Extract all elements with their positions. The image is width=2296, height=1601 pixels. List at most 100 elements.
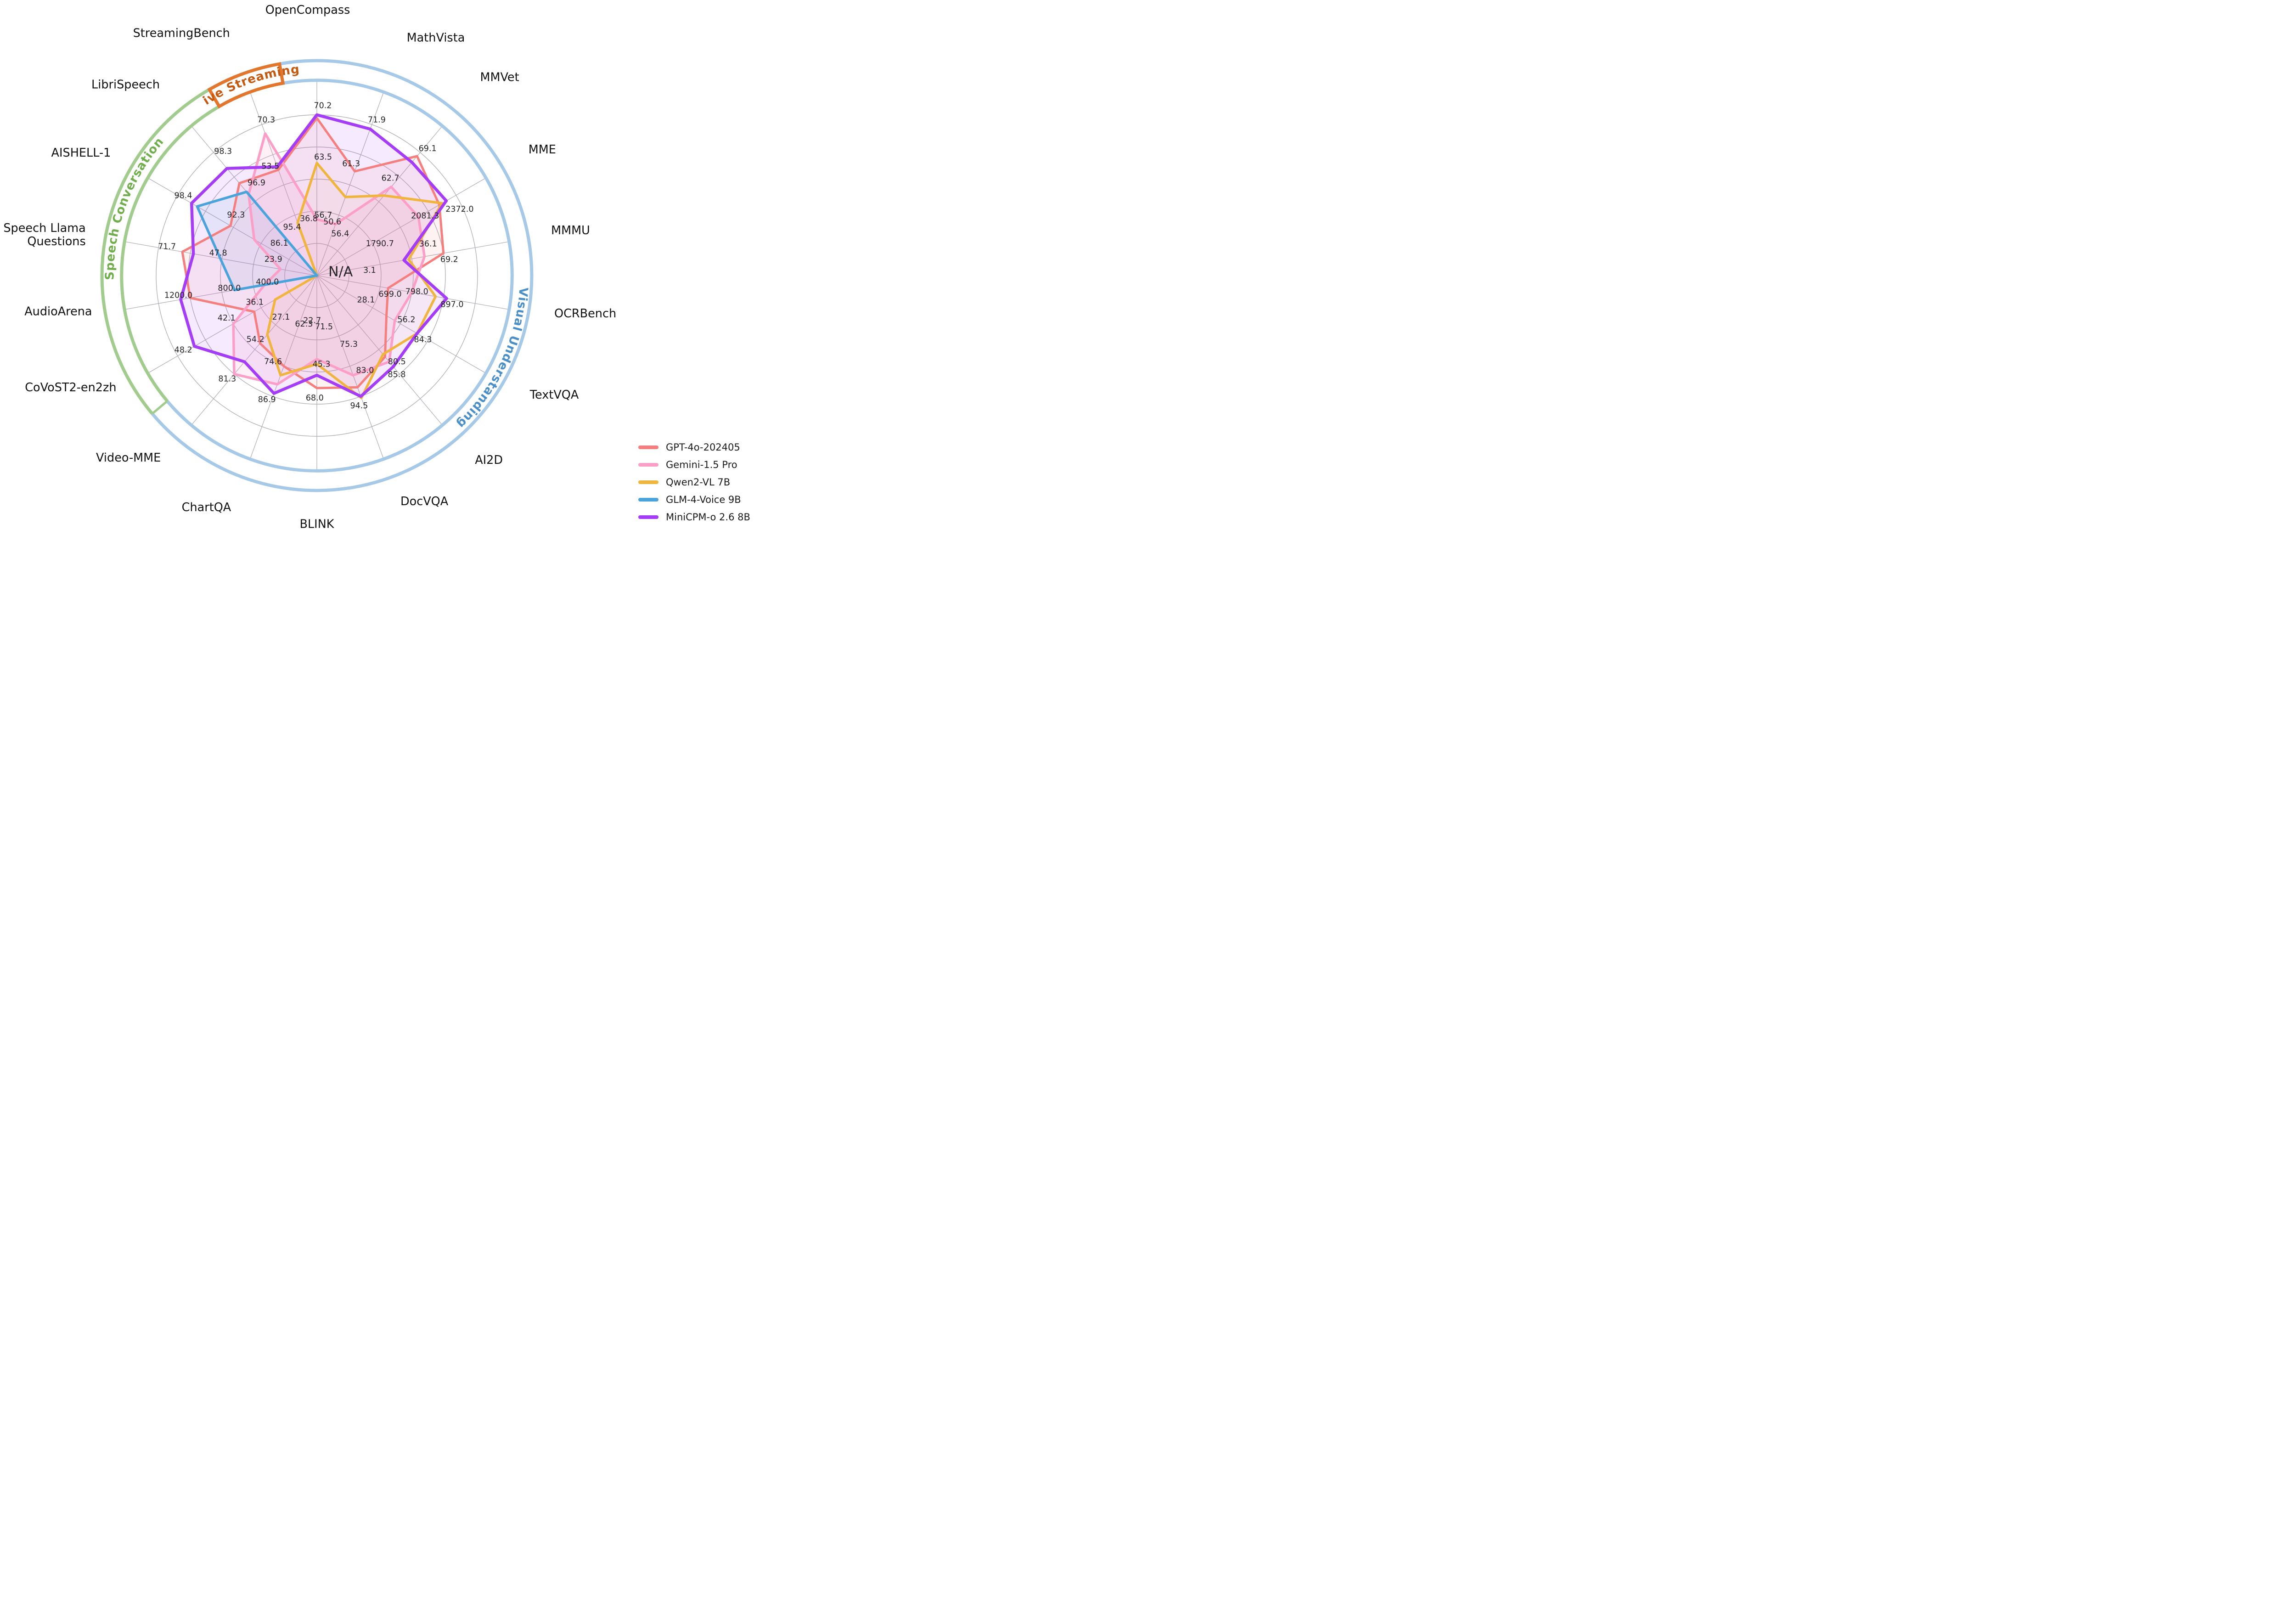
legend-item: GPT-4o-202405 bbox=[638, 442, 750, 453]
group-band-live bbox=[207, 62, 285, 109]
value-label: 71.9 bbox=[368, 115, 386, 124]
grid-spoke bbox=[316, 275, 384, 459]
value-label: 85.8 bbox=[388, 370, 406, 379]
legend: GPT-4o-202405 Gemini-1.5 Pro Qwen2-VL 7B… bbox=[638, 442, 750, 523]
value-label: 400.0 bbox=[256, 277, 279, 287]
legend-item: MiniCPM-o 2.6 8B bbox=[638, 512, 750, 523]
grid-spoke bbox=[316, 275, 443, 426]
value-label: 699.0 bbox=[379, 290, 402, 299]
value-label: 36.8 bbox=[300, 214, 318, 223]
series-fill-gemini-1-5-pro bbox=[233, 133, 425, 384]
value-label: 70.3 bbox=[257, 116, 275, 125]
value-label: 50.6 bbox=[323, 217, 341, 226]
value-label: 2372.0 bbox=[445, 205, 473, 214]
center-na-label: N/A bbox=[328, 264, 353, 280]
axis-label-chartqa: ChartQA bbox=[182, 501, 231, 514]
value-label: 1790.7 bbox=[366, 239, 394, 248]
value-label: 2081.3 bbox=[411, 211, 439, 220]
value-label: 69.2 bbox=[440, 255, 458, 265]
value-label: 98.4 bbox=[174, 191, 192, 200]
value-label: 48.2 bbox=[174, 345, 192, 355]
grid-ring bbox=[220, 179, 414, 372]
value-label: 56.7 bbox=[314, 211, 332, 220]
value-label: 92.3 bbox=[227, 210, 245, 220]
legend-swatch-gemini bbox=[638, 463, 658, 467]
axis-label-mme: MME bbox=[529, 143, 556, 157]
value-label: 1200.0 bbox=[164, 291, 192, 300]
legend-swatch-glm-4-voice bbox=[638, 498, 658, 502]
grid-spoke bbox=[249, 275, 317, 459]
value-label: 71.5 bbox=[315, 322, 333, 332]
value-label: 3.1 bbox=[363, 266, 376, 275]
value-label: 45.3 bbox=[313, 360, 331, 369]
group-band-speech-inner-arc bbox=[120, 105, 220, 402]
value-label: 27.1 bbox=[272, 313, 290, 322]
value-label: 75.3 bbox=[340, 340, 358, 349]
value-label: 61.3 bbox=[342, 159, 360, 169]
legend-item: Gemini-1.5 Pro bbox=[638, 459, 750, 470]
legend-label: GLM-4-Voice 9B bbox=[666, 494, 741, 505]
grid-spoke bbox=[316, 92, 384, 276]
value-label: 80.5 bbox=[388, 357, 406, 366]
axis-label-streamingbench: StreamingBench bbox=[133, 26, 230, 40]
value-label: 96.9 bbox=[248, 179, 265, 188]
axis-label-ocrbench: OCRBench bbox=[554, 307, 616, 321]
value-label: 98.3 bbox=[214, 147, 232, 156]
value-label: 36.1 bbox=[246, 298, 264, 307]
grid-spoke bbox=[316, 241, 509, 276]
value-label: 47.8 bbox=[209, 249, 227, 258]
legend-label: MiniCPM-o 2.6 8B bbox=[666, 511, 750, 523]
value-label: 42.1 bbox=[218, 314, 236, 323]
value-label: 69.1 bbox=[419, 144, 437, 153]
axis-label-mmvet: MMVet bbox=[480, 70, 519, 84]
axis-label-docvqa: DocVQA bbox=[400, 495, 449, 508]
legend-item: GLM-4-Voice 9B bbox=[638, 494, 750, 505]
series-polygon-minicpm-o-2-6-8b bbox=[179, 113, 448, 398]
legend-swatch-gpt-4o bbox=[638, 445, 658, 449]
legend-label: Qwen2-VL 7B bbox=[666, 476, 731, 488]
legend-item: Qwen2-VL 7B bbox=[638, 477, 750, 488]
grid-spoke bbox=[147, 177, 317, 276]
series-polygon-qwen2-vl-7b bbox=[266, 162, 444, 400]
group-band-visual-inner-arc bbox=[166, 79, 514, 473]
value-label: 86.9 bbox=[258, 395, 276, 404]
value-label: 54.2 bbox=[247, 335, 264, 344]
axis-label-opencompass: OpenCompass bbox=[265, 3, 350, 17]
value-label: 53.5 bbox=[261, 162, 279, 171]
legend-swatch-minicpm-o bbox=[638, 515, 658, 519]
grid-ring bbox=[284, 243, 349, 308]
series-fill-gpt-4o-202405 bbox=[182, 118, 444, 388]
value-label: 798.0 bbox=[405, 288, 428, 297]
value-label: 56.4 bbox=[331, 229, 349, 238]
value-label: 23.9 bbox=[264, 255, 282, 264]
value-label: 36.1 bbox=[419, 240, 437, 249]
value-label: 81.3 bbox=[218, 375, 236, 384]
value-label: 70.2 bbox=[314, 101, 332, 110]
axis-label-ai2d: AI2D bbox=[475, 453, 503, 467]
series-polygon-glm-4-voice-9b bbox=[196, 190, 318, 292]
axis-label-video-mme: Video-MME bbox=[96, 451, 161, 465]
value-label: 56.2 bbox=[398, 315, 416, 324]
value-label: 897.0 bbox=[440, 300, 463, 310]
value-label: 22.7 bbox=[303, 316, 321, 326]
series-fill-minicpm-o-2-6-8b bbox=[180, 115, 447, 397]
legend-swatch-qwen2-vl bbox=[638, 480, 658, 484]
value-label: 83.0 bbox=[356, 366, 374, 375]
series-polygon-gemini-1-5-pro bbox=[232, 132, 426, 386]
value-label: 800.0 bbox=[218, 284, 241, 293]
axis-label-textvqa: TextVQA bbox=[529, 388, 579, 402]
axis-label-audioarena: AudioArena bbox=[24, 304, 92, 318]
axis-label-aishell-1: AISHELL-1 bbox=[51, 146, 111, 160]
axis-label-covost2-en2zh: CoVoST2-en2zh bbox=[25, 381, 116, 395]
series-polygon-gpt-4o-202405 bbox=[181, 117, 445, 389]
group-band-visual-outer-arc bbox=[151, 59, 534, 492]
axis-label-mmmu: MMMU bbox=[551, 224, 590, 237]
axis-label-librispeech: LibriSpeech bbox=[91, 78, 160, 91]
group-band-speech-cap bbox=[151, 400, 168, 415]
value-label: 71.7 bbox=[158, 242, 176, 252]
grid-spoke bbox=[191, 275, 317, 426]
group-band-speech-outer-arc bbox=[100, 88, 210, 415]
axis-label-speech-llama-questions: Speech Llama Questions bbox=[3, 221, 85, 248]
